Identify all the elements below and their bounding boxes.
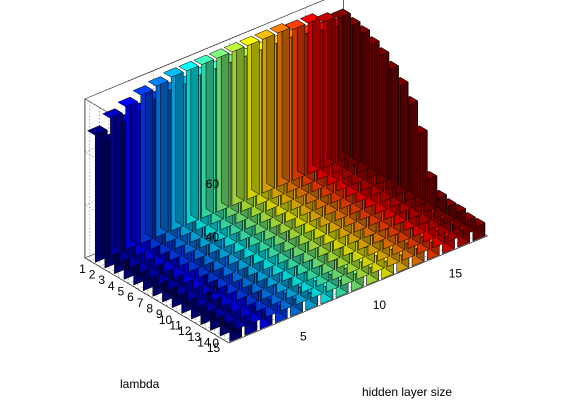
bar-top-face (193, 54, 215, 65)
y-tick-label: 13 (188, 330, 202, 344)
bar-side-face (251, 35, 260, 195)
y-tick-label: 10 (159, 313, 173, 327)
bar-side-face (236, 41, 245, 202)
bar-side-face (400, 76, 409, 192)
x-axis-label: hidden layer size (362, 385, 452, 399)
y-tick-label: 12 (178, 324, 192, 338)
bar (406, 125, 428, 208)
bar-side-face (190, 60, 199, 221)
y-tick-label: 6 (127, 290, 134, 304)
bar (349, 25, 371, 174)
bar-top-face (299, 13, 321, 24)
z-tick-label: 60 (206, 177, 220, 191)
bar (238, 35, 260, 200)
bar (208, 48, 230, 213)
bar-side-face (99, 125, 108, 258)
bar-side-face (114, 108, 123, 252)
bar (147, 76, 169, 238)
bar-side-face (371, 36, 380, 175)
y-tick-label: 7 (137, 296, 144, 310)
bar-side-face (380, 47, 390, 180)
bar-top-face (162, 67, 184, 78)
bar-top-face (254, 29, 276, 40)
bar (378, 60, 400, 191)
bar (162, 67, 184, 232)
x-tick-label: 5 (300, 330, 307, 344)
bar-side-face (342, 8, 351, 158)
y-tick-label: 2 (89, 267, 96, 281)
y-tick-label: 15 (207, 341, 221, 355)
bar (223, 41, 245, 207)
bar (284, 19, 306, 181)
bar (117, 96, 139, 251)
x-tick-label: 15 (449, 267, 463, 281)
y-tick-label: 3 (98, 273, 105, 287)
bar-top-face (208, 48, 230, 59)
bar (269, 23, 291, 188)
bar-top-face (102, 108, 124, 119)
bar-top-face (269, 23, 291, 34)
y-axis-label: lambda (120, 377, 160, 391)
x-tick-label: 10 (373, 298, 387, 312)
bar-top-face (223, 42, 245, 53)
bar-top-face (178, 61, 200, 72)
y-tick-label: 8 (146, 301, 153, 315)
bar-side-face (266, 29, 275, 189)
y-tick-label: 4 (108, 279, 115, 293)
bar-side-face (312, 13, 321, 170)
bar-side-face (160, 76, 169, 233)
bar-side-face (220, 48, 230, 208)
bar-side-face (129, 96, 138, 246)
bar-top-face (330, 8, 352, 19)
bar-top-face (86, 125, 108, 136)
bar-top-face (284, 19, 306, 30)
bar (330, 8, 352, 162)
bar-side-face (296, 19, 306, 176)
bar-side-face (144, 85, 154, 239)
bar-side-face (390, 60, 399, 186)
bar-top-face (238, 35, 260, 46)
bar-side-face (352, 16, 361, 163)
grid-line-z-back (84, 0, 325, 100)
bars-layer (86, 8, 486, 343)
bar (397, 95, 419, 202)
bar-side-face (409, 95, 418, 197)
bar (193, 54, 215, 219)
bar (254, 29, 276, 194)
z-tick-label: 0 (212, 336, 219, 350)
bar-side-face (327, 12, 336, 164)
y-tick-label: 5 (118, 284, 125, 298)
bar-side-face (281, 23, 290, 183)
bar-side-face (361, 25, 370, 169)
bar-top-face (147, 76, 169, 87)
bar (132, 85, 154, 244)
z-tick-label: 20 (206, 283, 220, 297)
bar-side-face (419, 125, 428, 203)
y-tick-label: 9 (156, 307, 163, 321)
bar (86, 125, 108, 263)
y-tick-label: 1 (79, 262, 86, 276)
bar (299, 13, 321, 175)
bar (178, 60, 200, 225)
y-tick-label: 11 (169, 318, 182, 332)
bar-top-face (117, 96, 139, 107)
bar (102, 108, 124, 257)
z-tick-label: 40 (206, 230, 220, 244)
bar-top-face (314, 12, 336, 23)
bar-side-face (175, 67, 184, 227)
bar-top-face (132, 85, 154, 96)
bar (314, 12, 336, 169)
y-tick-label: 14 (197, 335, 211, 349)
